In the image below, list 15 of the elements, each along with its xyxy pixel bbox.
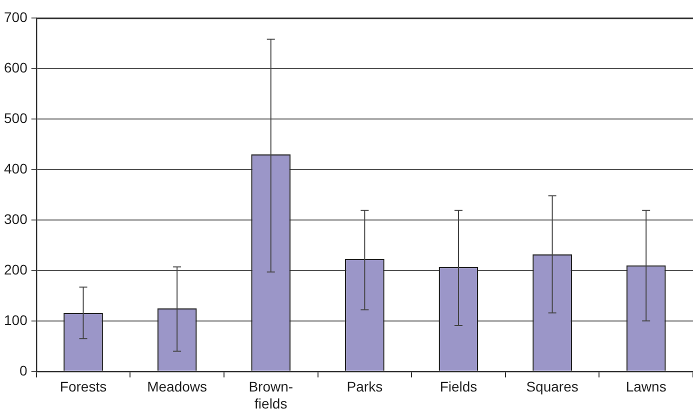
x-tick-label: Forests <box>60 378 107 395</box>
y-tick-label: 400 <box>4 160 28 176</box>
y-tick-label: 100 <box>4 312 28 328</box>
x-tick-label: Parks <box>346 378 383 395</box>
y-tick-label: 300 <box>4 210 28 227</box>
x-tick-label: Lawns <box>626 378 666 395</box>
y-tick-label: 200 <box>4 261 28 278</box>
y-tick-label: 600 <box>4 59 28 76</box>
x-tick-label: Brown- fields <box>248 378 294 412</box>
y-tick-label: 700 <box>4 8 28 25</box>
x-tick-label: Meadows <box>147 378 208 395</box>
x-tick-label: Squares <box>526 378 578 395</box>
x-tick-label: Fields <box>440 378 478 395</box>
y-tick-label: 500 <box>4 110 28 126</box>
y-tick-label: 0 <box>20 362 28 378</box>
